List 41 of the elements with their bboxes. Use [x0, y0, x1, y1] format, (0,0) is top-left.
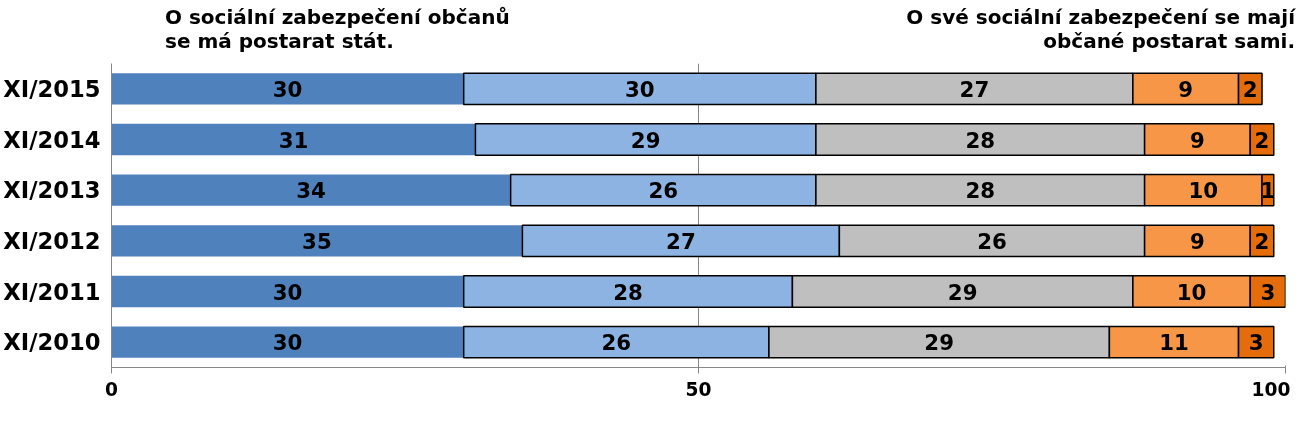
data-label: 10: [1188, 178, 1219, 204]
y-tick-label: XI/2012: [3, 227, 101, 254]
data-label: 9: [1190, 228, 1205, 254]
data-label: 9: [1190, 127, 1205, 153]
text: O sociální zabezpečení občanů se má postarat stát.: [165, 5, 510, 53]
data-label: 30: [272, 76, 303, 102]
data-label: 31: [278, 127, 309, 153]
x-tick-label: 100: [1251, 378, 1291, 400]
data-label: 30: [272, 330, 303, 356]
data-label: 29: [947, 279, 978, 305]
data-label: 11: [1159, 330, 1189, 356]
y-tick-label: XI/2013: [3, 177, 101, 204]
data-label: 35: [302, 228, 332, 254]
data-label: 2: [1254, 228, 1270, 254]
y-tick-label: XI/2010: [3, 329, 101, 356]
data-label: 3: [1248, 330, 1264, 356]
data-label: 29: [924, 330, 955, 356]
y-tick-label: XI/2011: [3, 278, 101, 305]
data-label: 30: [272, 279, 303, 305]
data-label: 10: [1176, 279, 1207, 305]
x-tick-label: 50: [685, 378, 712, 400]
data-label: 2: [1242, 76, 1258, 102]
data-label: 28: [965, 178, 996, 204]
y-tick-label: XI/2014: [3, 126, 101, 153]
data-label: 34: [296, 178, 326, 204]
data-label: 26: [648, 178, 679, 204]
data-label: 26: [601, 330, 632, 356]
y-tick-label: XI/2015: [3, 75, 101, 102]
data-label: 1: [1260, 178, 1276, 204]
data-label: 3: [1260, 279, 1276, 305]
data-label: 28: [613, 279, 643, 305]
x-tick-label: 0: [105, 378, 119, 400]
text: O své sociální zabezpečení se mají občané postarat sami.: [906, 5, 1295, 53]
data-label: 29: [630, 127, 661, 153]
data-label: 27: [666, 228, 696, 254]
data-label: 26: [977, 228, 1007, 254]
data-label: 30: [624, 76, 655, 102]
data-label: 27: [959, 76, 990, 102]
data-label: 9: [1178, 76, 1194, 102]
data-label: 28: [965, 127, 996, 153]
data-label: 2: [1254, 127, 1270, 153]
